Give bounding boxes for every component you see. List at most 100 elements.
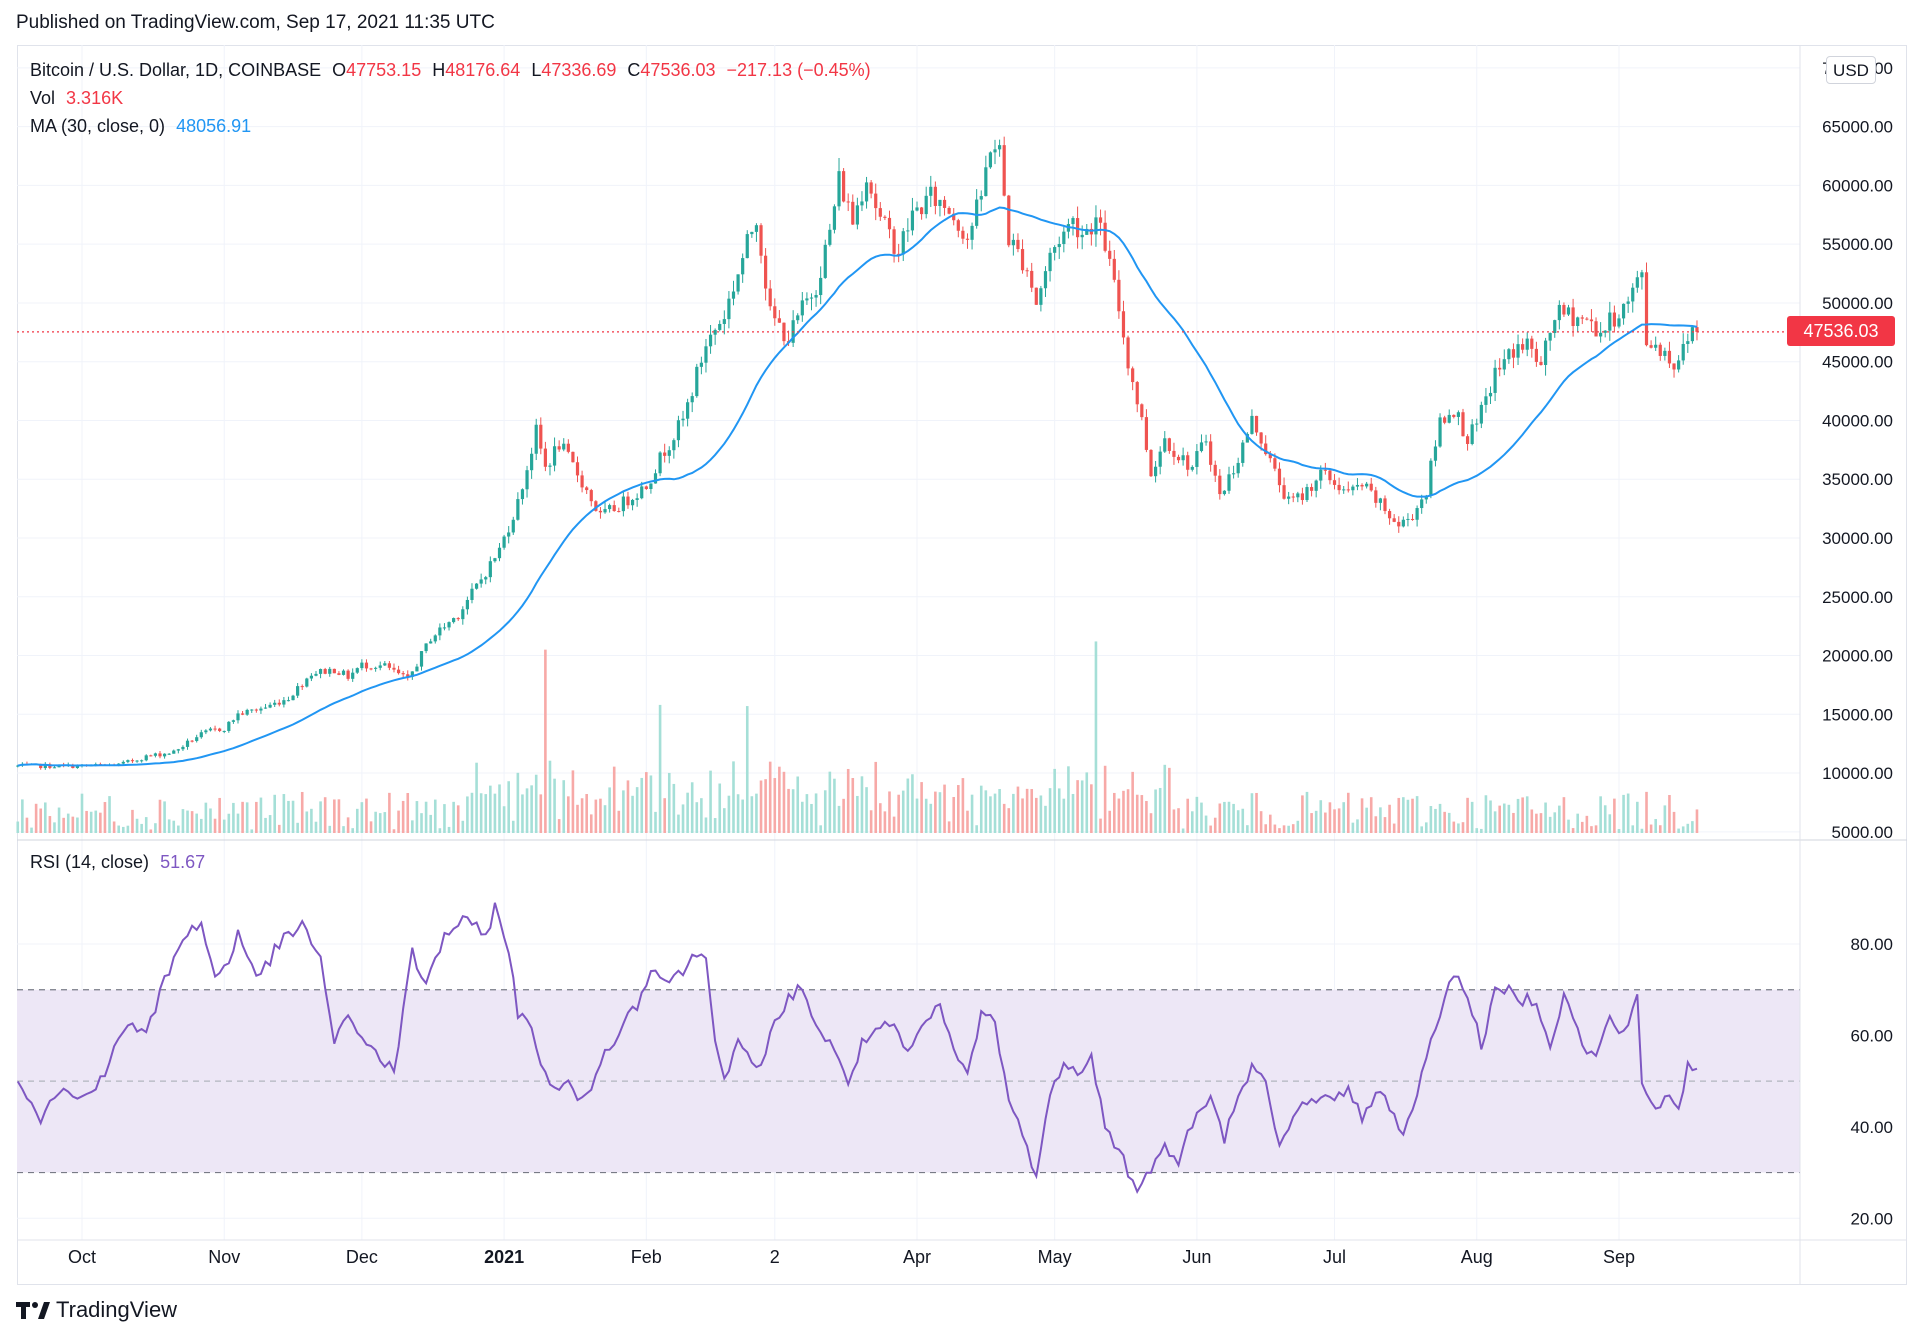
- volume-bar: [392, 829, 396, 833]
- candle-body: [1438, 417, 1442, 447]
- candle-body: [543, 448, 547, 467]
- candle-body: [1195, 451, 1199, 467]
- candle-body: [800, 300, 804, 316]
- time-tick-label: Oct: [68, 1247, 96, 1267]
- volume-bar: [314, 821, 318, 833]
- volume-bar: [1475, 828, 1479, 833]
- candle-body: [796, 315, 800, 321]
- time-tick-label: 2: [770, 1247, 780, 1267]
- candle-body: [360, 662, 364, 669]
- candle-body: [1062, 231, 1066, 245]
- volume-bar: [901, 790, 905, 833]
- candle-body: [488, 561, 492, 578]
- volume-bar: [121, 826, 125, 833]
- volume-bar: [1443, 811, 1446, 833]
- price-tick-label: 10000.00: [1822, 764, 1893, 783]
- candle-body: [383, 663, 387, 666]
- volume-bar: [99, 812, 102, 833]
- candle-body: [309, 675, 313, 679]
- tradingview-brand[interactable]: TradingView: [16, 1297, 177, 1323]
- volume-bar: [906, 778, 910, 833]
- price-tick-label: 65000.00: [1822, 118, 1893, 137]
- candle-body: [851, 201, 855, 225]
- candle-body: [557, 446, 561, 450]
- volume-bar: [378, 813, 382, 833]
- volume-bar: [374, 811, 377, 833]
- candle-body: [906, 230, 910, 232]
- volume-bar: [1236, 810, 1240, 833]
- candle-body: [392, 667, 396, 670]
- volume-bar: [163, 801, 166, 833]
- candle-body: [1585, 318, 1589, 320]
- candle-body: [479, 579, 483, 584]
- volume-bar: [993, 793, 997, 833]
- volume-bar: [658, 704, 662, 833]
- volume-bar: [1062, 798, 1066, 833]
- volume-bar: [236, 813, 240, 833]
- candle-body: [1277, 468, 1282, 486]
- volume-bar: [1356, 819, 1359, 833]
- volume-bar: [1291, 824, 1295, 833]
- ma-line: [17, 206, 1698, 767]
- time-tick-label: Dec: [346, 1247, 378, 1267]
- candle-body: [741, 258, 745, 275]
- candle-body: [1071, 218, 1075, 225]
- candle-body: [988, 152, 993, 168]
- volume-bar: [704, 817, 708, 833]
- volume-bar: [667, 772, 671, 833]
- candle-body: [580, 475, 584, 488]
- candle-body: [1190, 466, 1194, 470]
- candle-body: [699, 362, 703, 367]
- volume-bar: [227, 813, 231, 833]
- volume-bar: [553, 778, 556, 833]
- volume-bar: [764, 779, 767, 833]
- volume-bar: [617, 810, 621, 833]
- volume-bar: [773, 778, 777, 833]
- candle-body: [1342, 489, 1346, 491]
- candle-body: [965, 238, 970, 240]
- volume-bar: [865, 787, 868, 833]
- volume-bar: [154, 823, 157, 833]
- volume-bar: [80, 793, 84, 833]
- candle-body: [1025, 270, 1029, 272]
- candle-body: [1530, 338, 1534, 349]
- volume-bar: [447, 826, 451, 833]
- candle-body: [190, 740, 194, 742]
- time-tick-label: Jul: [1323, 1247, 1346, 1267]
- rsi-axis: 80.00 60.00 40.00 20.00: [1850, 935, 1893, 1228]
- volume-bar: [401, 800, 405, 833]
- volume-bar: [1484, 795, 1488, 833]
- time-tick-label: Nov: [208, 1247, 240, 1267]
- volume-bar: [1525, 796, 1529, 833]
- candle-body: [1075, 218, 1080, 238]
- volume-bar: [525, 788, 529, 833]
- candle-body: [1677, 360, 1681, 370]
- volume-bar: [25, 817, 29, 833]
- volume-bar: [1145, 800, 1148, 833]
- volume-bar: [1016, 786, 1020, 833]
- symbol-legend[interactable]: Bitcoin / U.S. Dollar, 1D, COINBASE O477…: [30, 60, 877, 81]
- rsi-tick-label: 80.00: [1850, 935, 1893, 954]
- candle-body: [176, 749, 180, 751]
- ma-legend[interactable]: MA (30, close, 0) 48056.91: [30, 116, 257, 137]
- volume-bar: [149, 829, 153, 833]
- volume-bar: [1268, 814, 1272, 833]
- rsi-legend[interactable]: RSI (14, close) 51.67: [30, 852, 211, 873]
- candle-body: [1452, 414, 1456, 417]
- candle-body: [1140, 404, 1144, 418]
- candle-body: [429, 641, 433, 644]
- volume-bar: [1113, 792, 1116, 833]
- price-tick-label: 35000.00: [1822, 470, 1893, 489]
- volume-bar: [1429, 806, 1433, 833]
- candle-body: [1690, 327, 1694, 342]
- candle-body: [745, 234, 749, 259]
- currency-button[interactable]: USD: [1826, 56, 1876, 84]
- volume-bar: [1544, 802, 1547, 833]
- volume-legend[interactable]: Vol 3.316K: [30, 88, 129, 109]
- candle-body: [1507, 349, 1511, 360]
- volume-bar: [1452, 821, 1456, 833]
- candle-body: [1011, 239, 1015, 246]
- volume-bar: [851, 778, 855, 833]
- volume-bar: [1369, 797, 1373, 833]
